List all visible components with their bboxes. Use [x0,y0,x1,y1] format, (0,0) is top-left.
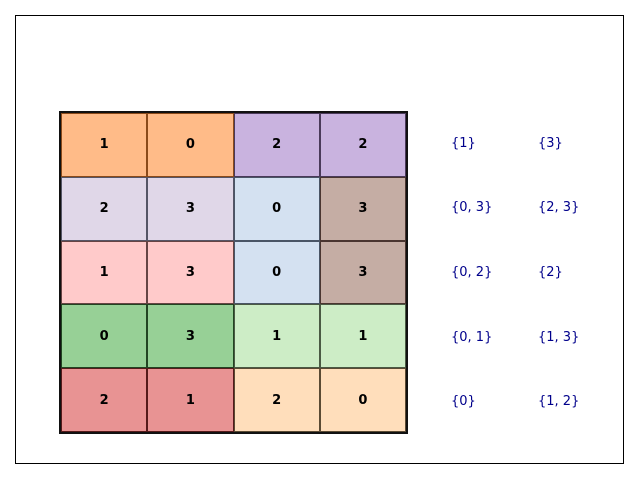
grid-cell-r4-c1: 1 [147,368,234,432]
grid-cell-r2-c0: 1 [61,240,148,305]
set-label-right: {1, 3} [538,329,580,345]
grid-cell-r4-c2: 2 [233,368,320,432]
grid-cell-r1-c2: 0 [233,176,320,241]
set-label-right: {3} [538,135,563,151]
grid-cell-r3-c2: 1 [233,304,320,369]
set-label-right: {2, 3} [538,200,580,216]
label-row: {0} {1, 2} [430,392,610,412]
set-label-right: {2} [538,265,563,280]
figure-frame [15,15,624,464]
grid-cell-r0-c1: 0 [147,113,234,177]
label-row: {1} {3} [430,133,610,153]
grid-cell-r0-c2: 2 [233,113,320,177]
grid-cell-r3-c3: 1 [319,304,406,369]
set-labels: {1} {3} {0, 3} {2, 3} {0, 2} {2} {0, 1} {1, 3}{… [430,111,610,434]
grid-cell-r3-c1: 3 [147,304,234,369]
grid-cell-r1-c3: 3 [319,176,406,241]
grid-cell-r2-c2: 0 [233,240,320,305]
label-row: {0, 3} {2, 3} [430,198,610,218]
grid-cell-r1-c0: 2 [61,176,148,241]
grid-cell-r2-c1: 3 [147,240,234,305]
grid-cell-r2-c3: 3 [319,240,406,305]
set-label-left: {0, 1} [451,329,493,345]
grid-cell-r4-c3: 0 [319,368,406,432]
label-row: {0, 1} {1, 3} [430,327,610,347]
grid-cell-r0-c3: 2 [319,113,406,177]
grid-cell-r4-c0: 2 [61,368,148,432]
label-row: {0, 2} {2} [430,263,610,283]
set-label-left: {0, 2} [451,265,493,280]
grid-cell-r1-c1: 3 [147,176,234,241]
set-label-right: {1, 2} [538,394,580,410]
grid-cell-r3-c0: 0 [61,304,148,369]
set-label-left: {1} [451,135,476,151]
grid-cell-r0-c0: 1 [61,113,148,177]
set-label-left: {0, 3} [451,200,493,216]
set-label-left: {0} [451,394,476,410]
